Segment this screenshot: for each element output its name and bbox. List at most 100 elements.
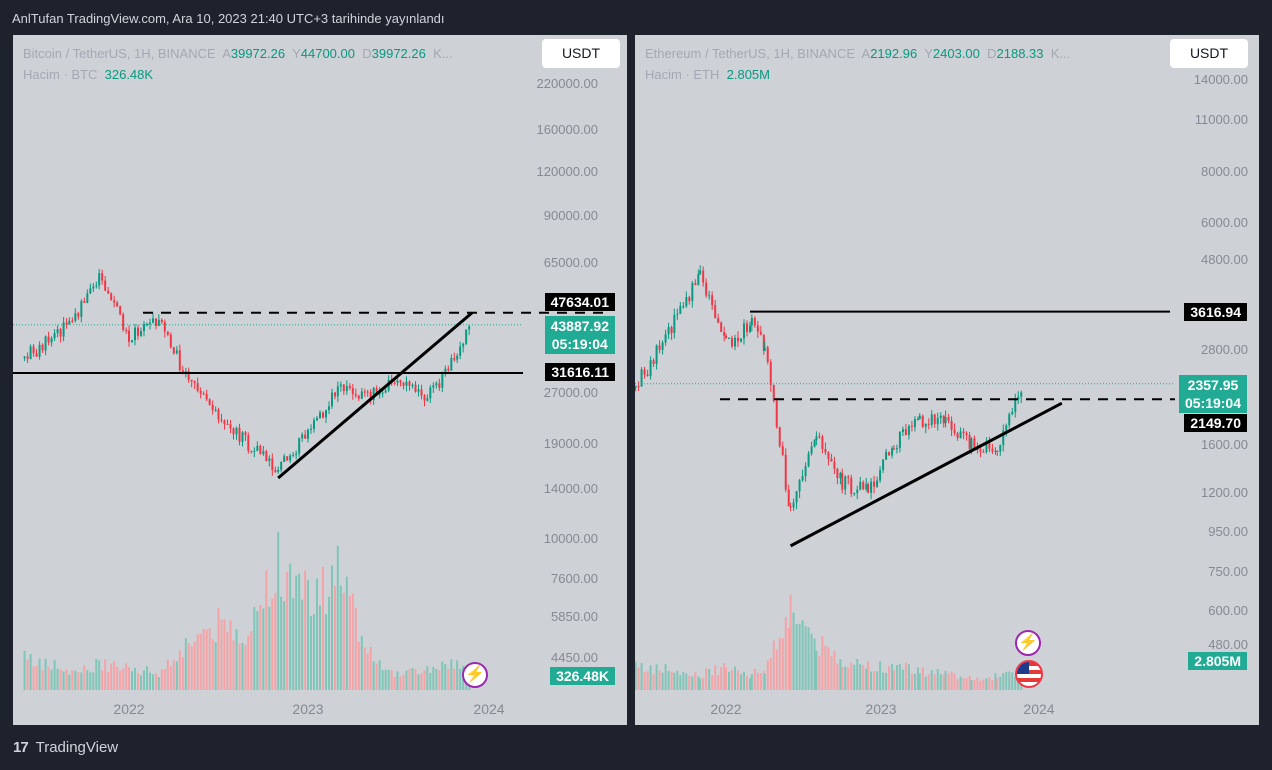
eth-candle	[841, 473, 844, 490]
eth-volume-bar	[746, 675, 748, 690]
eth-volume-bar	[655, 664, 658, 690]
eth-volume-bar	[924, 676, 927, 690]
btc-volume-bar	[160, 669, 163, 690]
btc-volume-bar	[408, 668, 411, 690]
btc-volume-bar	[122, 668, 125, 690]
eth-volume-bar	[694, 672, 697, 690]
eth-x-tick-label: 2024	[1023, 701, 1054, 717]
eth-volume-bar	[711, 675, 714, 690]
btc-candle	[369, 391, 372, 401]
btc-y-tick-label: 14000.00	[544, 481, 598, 496]
eth-volume-bar	[1002, 673, 1005, 690]
tradingview-footer[interactable]: 17 TradingView	[13, 739, 118, 756]
btc-volume-bar	[146, 666, 148, 690]
eth-volume-bar	[873, 671, 876, 690]
tradingview-logo-icon: 17	[13, 739, 29, 756]
btc-volume-bar	[166, 659, 169, 690]
eth-y-tick-label: 1200.00	[1201, 485, 1248, 500]
eth-candle	[699, 270, 702, 274]
eth-y-tick-label: 11000.00	[1195, 112, 1248, 127]
btc-volume-bar	[298, 573, 301, 690]
btc-volume-bar	[125, 663, 128, 690]
eth-volume-bar	[882, 672, 885, 690]
btc-volume-bar	[155, 673, 157, 690]
eth-candle	[968, 435, 971, 449]
lightning-event-icon[interactable]: ⚡	[462, 662, 488, 688]
eth-volume-bar	[970, 680, 973, 690]
btc-volume-bar	[229, 620, 232, 690]
btc-candle	[307, 429, 309, 439]
btc-candle	[262, 451, 265, 454]
btc-volume-bar	[387, 669, 390, 690]
btc-volume-bar	[149, 672, 151, 690]
eth-volume-bar	[950, 671, 953, 690]
eth-volume-bar	[944, 670, 947, 690]
btc-candle	[345, 385, 348, 392]
btc-candle	[134, 327, 136, 341]
eth-volume-bar	[956, 679, 959, 690]
btc-volume-bar	[211, 639, 214, 690]
eth-currency-button[interactable]: USDT	[1170, 39, 1248, 68]
eth-symbol[interactable]: Ethereum / TetherUS, 1H, BINANCE	[645, 46, 856, 61]
btc-volume-bar	[77, 672, 80, 690]
eth-volume-bar	[784, 616, 787, 690]
btc-y-tick-label: 5850.00	[551, 609, 598, 624]
btc-candle	[336, 386, 339, 397]
btc-candle	[211, 404, 214, 411]
eth-open-value: 2192.96	[870, 46, 918, 61]
eth-low-label: D	[987, 46, 997, 61]
eth-volume-bar	[942, 674, 945, 690]
eth-candle	[1020, 392, 1023, 397]
btc-candle	[393, 382, 396, 384]
btc-candle	[411, 384, 414, 386]
us-flag-icon[interactable]	[1015, 660, 1043, 688]
btc-currency-button[interactable]: USDT	[542, 39, 620, 68]
btc-candle	[50, 338, 53, 343]
btc-candle	[322, 412, 324, 418]
eth-high-label: Y	[924, 46, 933, 61]
btc-chart-pane[interactable]: 220000.00 160000.00 120000.00 90000.00 65000…	[13, 35, 627, 725]
btc-candle	[172, 347, 175, 354]
eth-candle	[766, 347, 769, 362]
btc-volume-bar	[241, 642, 244, 690]
btc-candle	[342, 384, 345, 392]
eth-candle	[688, 297, 691, 302]
eth-chart-svg[interactable]: 14000.00 11000.00 8000.00 6000.00 4800.00 280…	[635, 35, 1259, 725]
eth-level-top-label: 3616.94	[1184, 303, 1247, 321]
eth-volume-bar	[749, 678, 751, 690]
lightning-event-icon[interactable]: ⚡	[1015, 630, 1041, 656]
btc-candle	[128, 330, 130, 342]
btc-volume-bar	[101, 670, 104, 690]
eth-candle	[664, 334, 667, 343]
btc-countdown: 05:19:04	[551, 336, 608, 352]
btc-candle	[47, 336, 50, 343]
eth-candle	[1008, 414, 1011, 426]
eth-candle	[844, 476, 847, 490]
eth-candle	[746, 323, 748, 332]
eth-volume-bar	[667, 670, 670, 690]
eth-candle	[850, 477, 853, 494]
btc-candle	[366, 391, 369, 393]
eth-candle	[865, 484, 868, 490]
btc-candle	[247, 435, 250, 451]
btc-candle	[283, 456, 286, 462]
btc-candle	[44, 336, 47, 351]
eth-volume-bar	[679, 675, 682, 690]
eth-candle	[637, 386, 640, 388]
btc-candle	[152, 318, 154, 323]
eth-open-label: A	[861, 46, 871, 61]
btc-candle	[265, 451, 268, 461]
btc-candle	[74, 313, 77, 321]
btc-candle	[280, 461, 283, 470]
btc-low-value: 39972.26	[371, 46, 426, 61]
btc-chart-svg[interactable]: 220000.00 160000.00 120000.00 90000.00 65000…	[13, 35, 627, 725]
eth-volume-bar	[936, 669, 939, 690]
eth-candle	[646, 374, 649, 377]
eth-chart-pane[interactable]: 14000.00 11000.00 8000.00 6000.00 4800.00 280…	[635, 35, 1259, 725]
btc-volume-bar	[202, 628, 205, 690]
btc-candle	[447, 368, 450, 371]
btc-symbol[interactable]: Bitcoin / TetherUS, 1H, BINANCE	[23, 46, 216, 61]
eth-y-tick-label: 950.00	[1208, 524, 1248, 539]
btc-candle	[375, 388, 378, 395]
btc-candle	[29, 346, 32, 360]
